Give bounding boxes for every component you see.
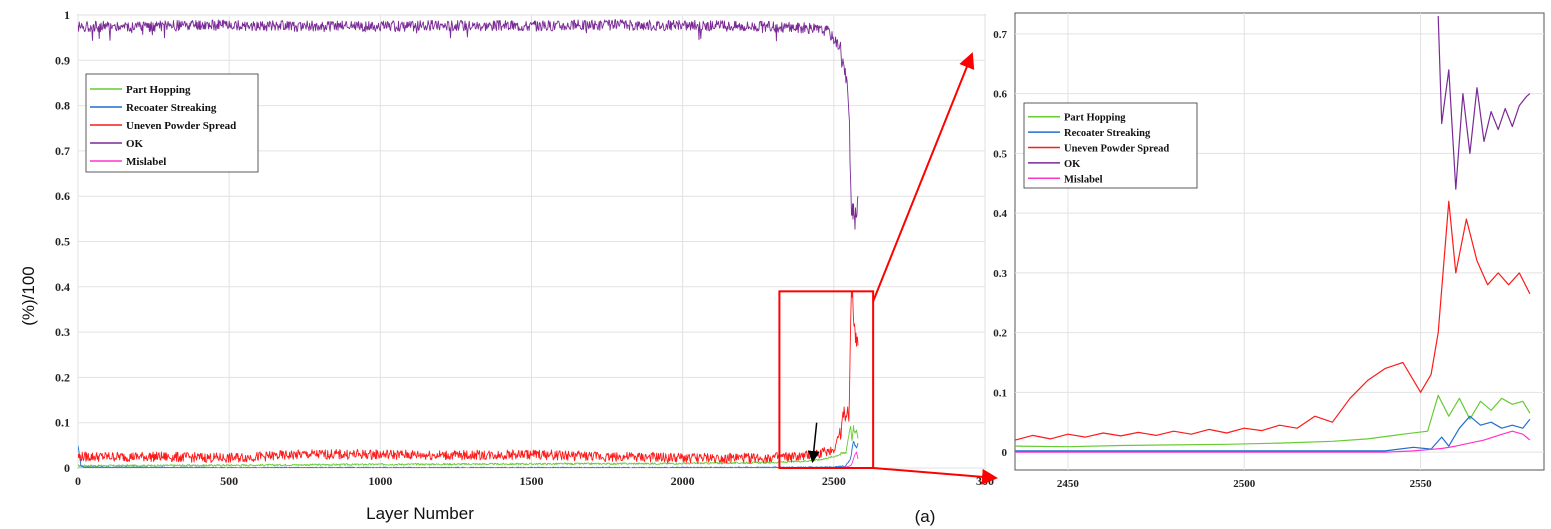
main-legend-label-recoater-streaking: Recoater Streaking bbox=[126, 102, 217, 114]
zoom-plot-area bbox=[1014, 12, 1545, 471]
zoom-series-line-uneven-powder-spread bbox=[1015, 200, 1531, 441]
zoom-series-line-mislabel bbox=[1015, 430, 1531, 453]
annotation-arrow bbox=[807, 422, 820, 463]
main-legend-label-uneven-powder-spread: Uneven Powder Spread bbox=[126, 120, 236, 132]
main-series-group bbox=[78, 19, 859, 468]
zoom-x-tick-label: 2550 bbox=[1410, 478, 1433, 490]
zoom-overlay bbox=[778, 52, 998, 485]
main-y-tick-label: 0.4 bbox=[55, 280, 70, 294]
main-x-tick-label: 1500 bbox=[520, 474, 544, 488]
zoom-arrow-upper bbox=[872, 52, 975, 302]
main-y-tick-label: 0.9 bbox=[55, 53, 70, 67]
main-y-tick-label: 0 bbox=[64, 461, 70, 475]
zoom-series-line-part-hopping bbox=[1015, 394, 1531, 448]
zoom-x-tick-label: 2450 bbox=[1057, 478, 1080, 490]
main-y-tick-label: 0.8 bbox=[55, 99, 70, 113]
zoom-legend: Part Hopping Recoater Streaking Uneven Pow… bbox=[1023, 102, 1198, 189]
main-y-tick-label: 0.1 bbox=[55, 416, 70, 430]
main-chart: 0 500 1000 1500 2000 2500 30000.10.20.30.40.50… bbox=[55, 8, 994, 488]
main-series-line-part-hopping bbox=[78, 425, 859, 468]
main-y-tick-label: 0.5 bbox=[55, 235, 70, 249]
zoom-chart: 2450 2500 2550 0 0.1 0.2 0.3 0.4 0.5 0.6 0.7 Part H… bbox=[993, 12, 1545, 490]
main-y-tick-label: 1 bbox=[64, 8, 70, 22]
main-y-axis-label: (%)/100 bbox=[19, 266, 38, 326]
main-x-tick-label: 0 bbox=[75, 474, 81, 488]
zoom-series-line-recoater-streaking bbox=[1015, 415, 1531, 452]
main-y-tick-label: 0.7 bbox=[55, 144, 70, 158]
main-legend-label-ok: OK bbox=[126, 138, 144, 150]
zoom-legend-label-ok: OK bbox=[1064, 159, 1081, 170]
zoom-y-tick-label: 0.6 bbox=[993, 89, 1007, 101]
zoom-y-tick-label: 0 bbox=[1002, 447, 1008, 459]
zoom-y-tick-label: 0.3 bbox=[993, 268, 1007, 280]
figure-caption: (a) bbox=[915, 507, 936, 526]
main-legend-label-mislabel: Mislabel bbox=[126, 156, 166, 168]
zoom-arrow-lower bbox=[873, 467, 998, 485]
zoom-x-tick-label: 2500 bbox=[1233, 478, 1256, 490]
main-series-line-ok bbox=[78, 19, 859, 230]
zoom-y-tick-label: 0.1 bbox=[993, 387, 1007, 399]
main-x-tick-label: 500 bbox=[220, 474, 238, 488]
zoom-y-tick-label: 0.5 bbox=[993, 148, 1007, 160]
zoom-series-line-ok bbox=[1437, 15, 1531, 190]
main-legend-label-part-hopping: Part Hopping bbox=[126, 84, 191, 96]
highlight-box bbox=[778, 290, 875, 469]
main-y-tick-label: 0.6 bbox=[55, 189, 70, 203]
main-x-tick-label: 2000 bbox=[671, 474, 695, 488]
main-y-tick-label: 0.3 bbox=[55, 325, 70, 339]
main-legend: Part Hopping Recoater Streaking Uneven Pow… bbox=[85, 73, 259, 173]
main-y-tick-label: 0.2 bbox=[55, 370, 70, 384]
zoom-legend-label-mislabel: Mislabel bbox=[1064, 174, 1103, 185]
main-x-tick-label: 1000 bbox=[368, 474, 392, 488]
zoom-legend-label-recoater-streaking: Recoater Streaking bbox=[1064, 128, 1151, 139]
zoom-series-group bbox=[1015, 15, 1531, 453]
main-x-axis-label: Layer Number bbox=[366, 504, 474, 523]
zoom-legend-label-part-hopping: Part Hopping bbox=[1064, 113, 1126, 124]
zoom-y-tick-label: 0.2 bbox=[993, 328, 1007, 340]
main-legend-box bbox=[85, 73, 259, 173]
main-series-line-uneven-powder-spread bbox=[78, 290, 859, 464]
zoom-legend-label-uneven-powder-spread: Uneven Powder Spread bbox=[1064, 144, 1169, 155]
zoom-y-tick-label: 0.7 bbox=[993, 29, 1007, 41]
main-x-tick-label: 2500 bbox=[822, 474, 846, 488]
zoom-y-tick-label: 0.4 bbox=[993, 208, 1007, 220]
